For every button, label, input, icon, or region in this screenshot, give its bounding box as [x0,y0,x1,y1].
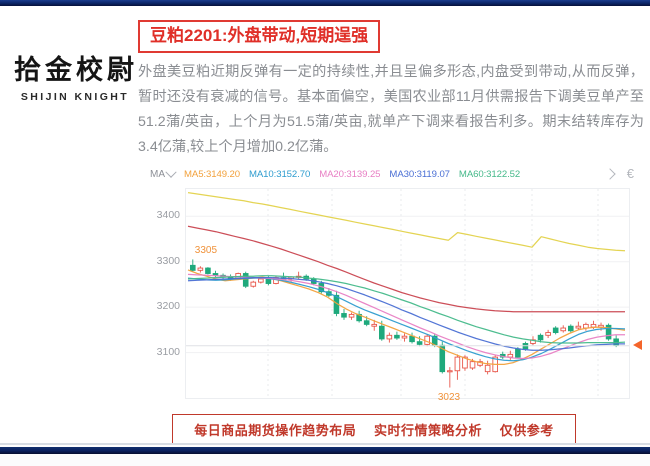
footer-note-item-2: 实时行情策略分析 [373,422,482,438]
plot-area [185,188,630,399]
y-axis-tick: 3400 [156,209,180,222]
chart-toolbar-right: € [604,166,634,181]
brand-logo: 拾金校尉 SHIJIN KNIGHT [14,55,138,103]
price-chart: MA MA5:3149.20 MA10:3152.70 MA20:3139.25… [140,166,642,412]
y-axis-tick: 3100 [156,345,180,358]
chevron-right-icon[interactable] [604,167,616,180]
footer-note-box: 每日商品期货操作趋势布局 实时行情策略分析 仅供参考 [172,414,576,444]
last-price-marker [633,339,642,350]
legend-item-ma10: MA10:3152.70 [248,169,311,180]
y-axis-tick: 3300 [156,254,180,267]
bottom-hairline [0,443,650,445]
headline-box: 豆粕2201:外盘带动,短期逞强 [138,20,381,54]
brand-logo-cn: 拾金校尉 [14,55,138,85]
top-rule [0,0,650,6]
footer-fill [0,454,650,466]
chevron-down-icon[interactable] [165,166,177,178]
y-axis: 3400 3300 3200 3100 [140,188,185,399]
footer-note-item-3: 仅供参考 [499,422,554,438]
legend-item-ma30: MA30:3119.07 [389,169,450,180]
ma-legend-row: MA MA5:3149.20 MA10:3152.70 MA20:3139.25… [140,166,640,183]
bottom-rule [0,447,650,454]
footer-note-item-1: 每日商品期货操作趋势布局 [194,422,357,438]
page-title: 豆粕2201:外盘带动,短期逞强 [150,26,369,45]
ma-dropdown-label[interactable]: MA [150,169,165,180]
y-axis-tick: 3200 [156,300,180,313]
high-price-label: 3305 [194,245,218,257]
footer-note-text: 每日商品期货操作趋势布局 实时行情策略分析 仅供参考 [187,420,561,439]
brand-logo-en: SHIJIN KNIGHT [20,90,130,103]
legend-item-ma5: MA5:3149.20 [184,169,240,180]
chart-canvas [186,189,629,398]
low-price-label: 3023 [437,391,461,403]
analysis-paragraph: 外盘美豆粕近期反弹有一定的持续性,并且呈偏多形态,内盘受到带动,从而反弹，暂时还… [138,64,644,155]
euro-icon[interactable]: € [626,166,634,181]
legend-item-ma20: MA20:3139.25 [319,169,381,180]
legend-item-ma60: MA60:3122.52 [458,169,521,180]
